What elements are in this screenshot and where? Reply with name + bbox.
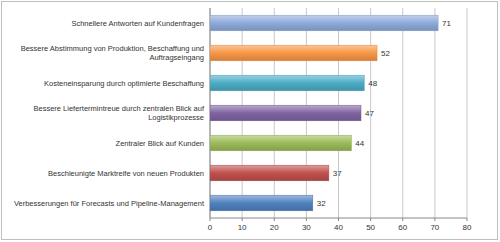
- category-label: Verbesserungen für Forecasts und Pipelin…: [14, 199, 205, 208]
- category-label: Kosteneinsparung durch optimierte Bescha…: [44, 79, 204, 88]
- tick-label: 30: [302, 223, 311, 232]
- tick-label: 80: [463, 223, 472, 232]
- label-line: Logistikprozesse: [148, 113, 204, 122]
- tick-label: 20: [270, 223, 279, 232]
- grid-line: [402, 8, 403, 218]
- label-line: Bessere Liefertermintreue durch zentrale…: [33, 104, 204, 113]
- grid-line: [467, 8, 468, 218]
- bars: [210, 15, 438, 211]
- tick-label: 70: [430, 223, 439, 232]
- label-line: Auftragseingang: [149, 53, 204, 62]
- category-label: Zentraler Blick auf Kunden: [116, 139, 204, 148]
- frame: [2, 2, 498, 240]
- bar: [210, 105, 361, 121]
- chart: 0 10 20 30 40 50 60 70 80 71 Schnellere Antworten …: [0, 0, 500, 242]
- plot-area: [210, 8, 467, 218]
- grid-line: [434, 8, 435, 218]
- data-label: 52: [381, 49, 390, 58]
- bar: [210, 15, 438, 31]
- category-label: Bessere Liefertermintreue durch zentrale…: [33, 104, 204, 122]
- data-label: 71: [442, 19, 451, 28]
- tick-label: 40: [334, 223, 343, 232]
- tick-label: 50: [366, 223, 375, 232]
- bar: [210, 75, 364, 91]
- label-line: Zentraler Blick auf Kunden: [116, 139, 204, 148]
- tick-label: 60: [398, 223, 407, 232]
- data-label: 32: [317, 199, 326, 208]
- bar: [210, 135, 351, 151]
- label-line: Beschleunigte Marktreife von neuen Produ…: [48, 169, 204, 178]
- tick-label: 0: [208, 223, 213, 232]
- x-axis: [210, 218, 467, 219]
- data-label: 44: [355, 139, 364, 148]
- bar: [210, 165, 329, 181]
- tick-label: 10: [238, 223, 247, 232]
- category-label: Beschleunigte Marktreife von neuen Produ…: [48, 169, 204, 178]
- data-label: 48: [368, 79, 377, 88]
- bar: [210, 45, 377, 61]
- label-line: Verbesserungen für Forecasts und Pipelin…: [14, 199, 205, 208]
- label-line: Kosteneinsparung durch optimierte Bescha…: [44, 79, 204, 88]
- data-label: 47: [365, 109, 374, 118]
- label-line: Schnellere Antworten auf Kundenfragen: [71, 19, 204, 28]
- bar: [210, 195, 313, 211]
- label-line: Bessere Abstimmung von Produktion, Besch…: [21, 44, 204, 53]
- data-label: 37: [333, 169, 342, 178]
- category-label: Schnellere Antworten auf Kundenfragen: [71, 19, 204, 28]
- category-label: Bessere Abstimmung von Produktion, Besch…: [21, 44, 204, 62]
